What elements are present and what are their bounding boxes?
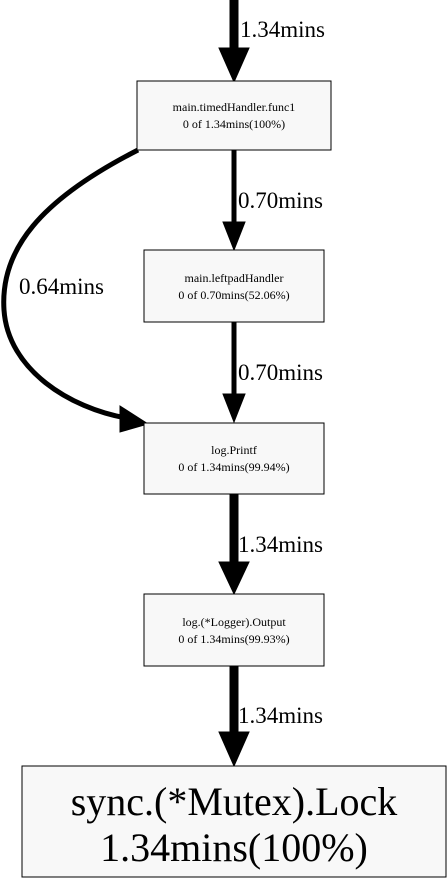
edge-output-to-lock: 1.34mins — [218, 666, 323, 768]
node-timed-handler-name: main.timedHandler.func1 — [173, 100, 296, 114]
edge-leftpad-to-printf: 0.70mins — [222, 322, 323, 424]
edge-printf-to-output-label: 1.34mins — [238, 532, 323, 557]
node-logger-output[interactable]: log.(*Logger).Output 0 of 1.34mins(99.93… — [143, 593, 325, 667]
edge-incoming-arrowhead — [218, 47, 250, 84]
node-leftpad-handler[interactable]: main.leftpadHandler 0 of 0.70mins(52.06%… — [143, 249, 325, 323]
node-timed-handler-stat: 0 of 1.34mins(100%) — [183, 117, 285, 131]
node-timed-handler-box — [136, 80, 332, 151]
edge-timed-to-leftpad: 0.70mins — [222, 150, 323, 252]
node-leftpad-handler-stat: 0 of 0.70mins(52.06%) — [178, 288, 289, 302]
node-leftpad-handler-box — [143, 249, 325, 323]
node-mutex-lock-name: sync.(*Mutex).Lock — [71, 779, 398, 824]
edge-timed-to-printf-arrowhead — [119, 405, 150, 433]
edge-leftpad-to-printf-arrowhead — [222, 393, 246, 424]
node-mutex-lock[interactable]: sync.(*Mutex).Lock 1.34mins(100%) — [21, 765, 447, 878]
node-log-printf-stat: 0 of 1.34mins(99.94%) — [178, 460, 289, 474]
node-mutex-lock-box — [21, 765, 447, 878]
node-mutex-lock-stat: 1.34mins(100%) — [100, 825, 368, 870]
edge-output-to-lock-arrowhead — [218, 731, 250, 768]
edge-incoming: 1.34mins — [218, 0, 325, 84]
node-leftpad-handler-name: main.leftpadHandler — [185, 271, 284, 285]
edge-timed-to-printf: 0.64mins — [1, 147, 150, 433]
edge-incoming-label: 1.34mins — [240, 17, 325, 42]
node-logger-output-box — [143, 593, 325, 667]
node-log-printf-box — [143, 422, 325, 495]
edge-printf-to-output-arrowhead — [218, 561, 250, 596]
edge-timed-to-leftpad-arrowhead — [222, 221, 246, 252]
node-log-printf[interactable]: log.Printf 0 of 1.34mins(99.94%) — [143, 422, 325, 495]
edge-timed-to-printf-label: 0.64mins — [19, 274, 104, 299]
edge-timed-to-printf-line — [1, 147, 140, 421]
node-log-printf-name: log.Printf — [211, 443, 257, 457]
node-logger-output-name: log.(*Logger).Output — [182, 615, 286, 629]
node-logger-output-stat: 0 of 1.34mins(99.93%) — [178, 632, 289, 646]
node-timed-handler[interactable]: main.timedHandler.func1 0 of 1.34mins(10… — [136, 80, 332, 151]
edge-printf-to-output: 1.34mins — [218, 494, 323, 596]
edge-timed-to-leftpad-label: 0.70mins — [238, 188, 323, 213]
edge-leftpad-to-printf-label: 0.70mins — [238, 360, 323, 385]
edge-output-to-lock-label: 1.34mins — [238, 703, 323, 728]
